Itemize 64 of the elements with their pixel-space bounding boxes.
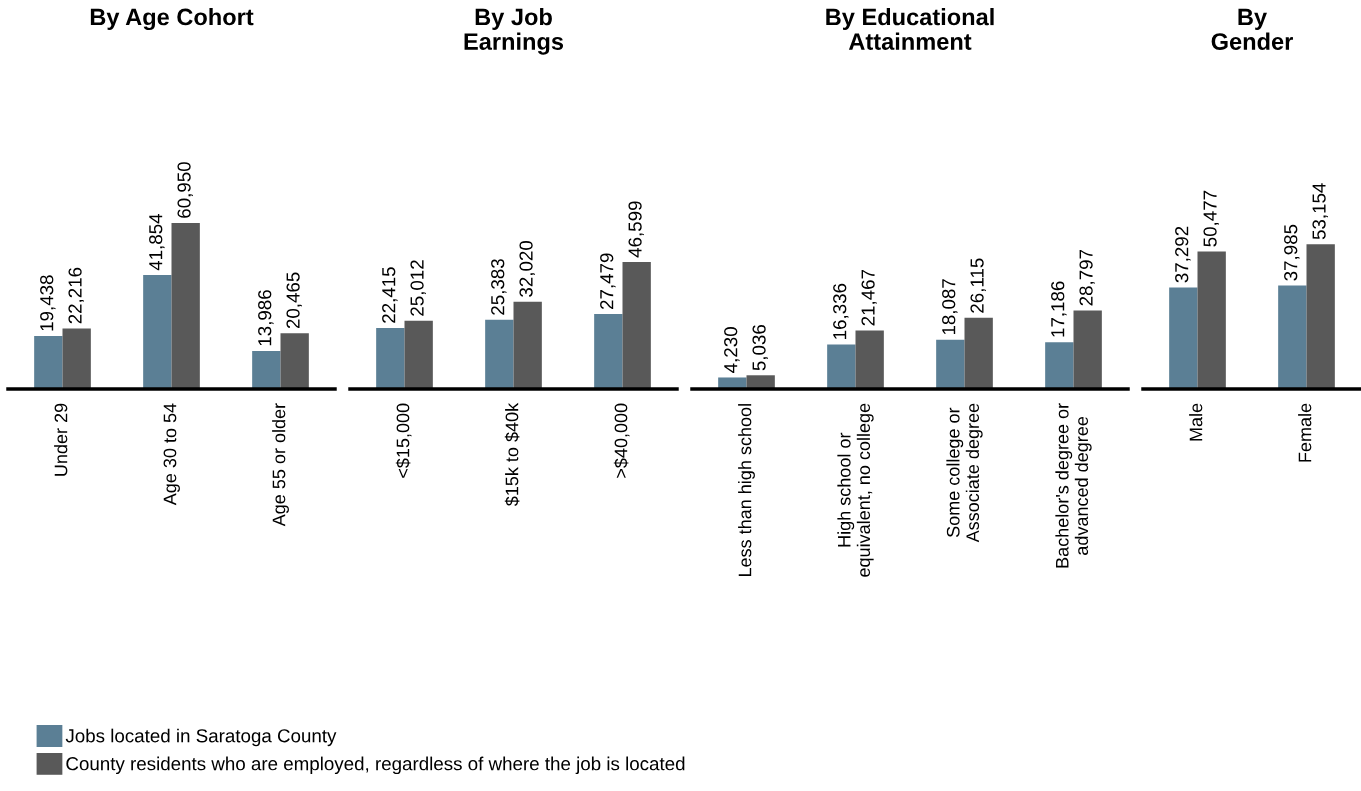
x-tick-label: Less than high school <box>738 404 755 577</box>
bar <box>404 320 433 389</box>
data-label: 13,986 <box>258 290 274 346</box>
data-label: 17,186 <box>1051 281 1067 337</box>
data-label: 20,465 <box>286 272 302 329</box>
data-label: 25,012 <box>410 260 426 316</box>
data-label: 27,479 <box>600 253 616 310</box>
chart-title: By Age Cohort <box>90 8 254 31</box>
data-label: 16,336 <box>833 283 849 339</box>
bar <box>594 314 623 389</box>
bar <box>936 339 965 389</box>
data-label: 50,477 <box>1203 190 1219 247</box>
bar <box>143 274 172 389</box>
data-label: 53,154 <box>1312 183 1328 240</box>
data-label: 25,383 <box>491 259 507 315</box>
data-label: 18,087 <box>942 279 958 335</box>
data-label: 22,415 <box>382 267 398 323</box>
x-tick-label: Age 30 to 54 <box>163 403 180 506</box>
data-label: 19,438 <box>40 275 56 331</box>
x-tick-label: Bachelor's degree or advanced degree <box>1055 403 1092 568</box>
bar <box>485 319 514 389</box>
bar <box>376 327 405 389</box>
legend-label: Jobs located in Saratoga County <box>65 728 337 747</box>
data-label: 21,467 <box>861 269 877 326</box>
bar <box>827 344 856 389</box>
bar <box>62 328 91 389</box>
data-label: 5,036 <box>752 325 768 371</box>
x-tick-label: Under 29 <box>54 403 68 476</box>
bar <box>964 317 993 389</box>
data-label: 46,599 <box>628 201 644 258</box>
data-label: 22,216 <box>68 267 84 324</box>
chart-title: By Gender <box>1211 8 1293 50</box>
bar <box>1306 244 1335 389</box>
bar <box>1045 342 1074 389</box>
data-label: 60,950 <box>177 162 193 218</box>
x-tick-label: $15k to $40k <box>504 402 520 507</box>
chart-title: By Job Earnings <box>464 8 564 55</box>
data-label: 37,985 <box>1284 224 1300 281</box>
chart-title: By Educational Attainment <box>826 8 994 50</box>
data-label: 32,020 <box>519 240 535 297</box>
x-tick-label: Age 55 or older <box>272 403 289 527</box>
x-tick-label: Some college or Associate degree <box>946 403 983 543</box>
x-tick-label: Female <box>1298 403 1312 462</box>
bar <box>1197 251 1226 389</box>
data-label: 26,115 <box>970 258 986 313</box>
legend-label: County residents who are employed, regardless of where the job is located <box>66 756 685 775</box>
x-tick-label: High school or equivalent, no college <box>837 403 874 577</box>
bar <box>171 222 200 389</box>
bar <box>1169 287 1198 389</box>
bar <box>280 333 309 389</box>
bar <box>1278 285 1307 389</box>
data-label: 41,854 <box>149 213 165 271</box>
data-label: 37,292 <box>1175 226 1191 283</box>
bar <box>1073 310 1102 389</box>
bar <box>252 350 281 389</box>
data-label: 28,797 <box>1079 249 1095 306</box>
bar <box>513 301 542 389</box>
x-tick-label: <$15,000 <box>395 403 412 478</box>
bar <box>622 262 651 389</box>
x-tick-label: >$40,000 <box>613 403 630 478</box>
bar <box>34 336 63 389</box>
x-tick-label: Male <box>1189 403 1203 441</box>
data-label: 4,230 <box>724 327 740 373</box>
bar <box>855 330 884 389</box>
